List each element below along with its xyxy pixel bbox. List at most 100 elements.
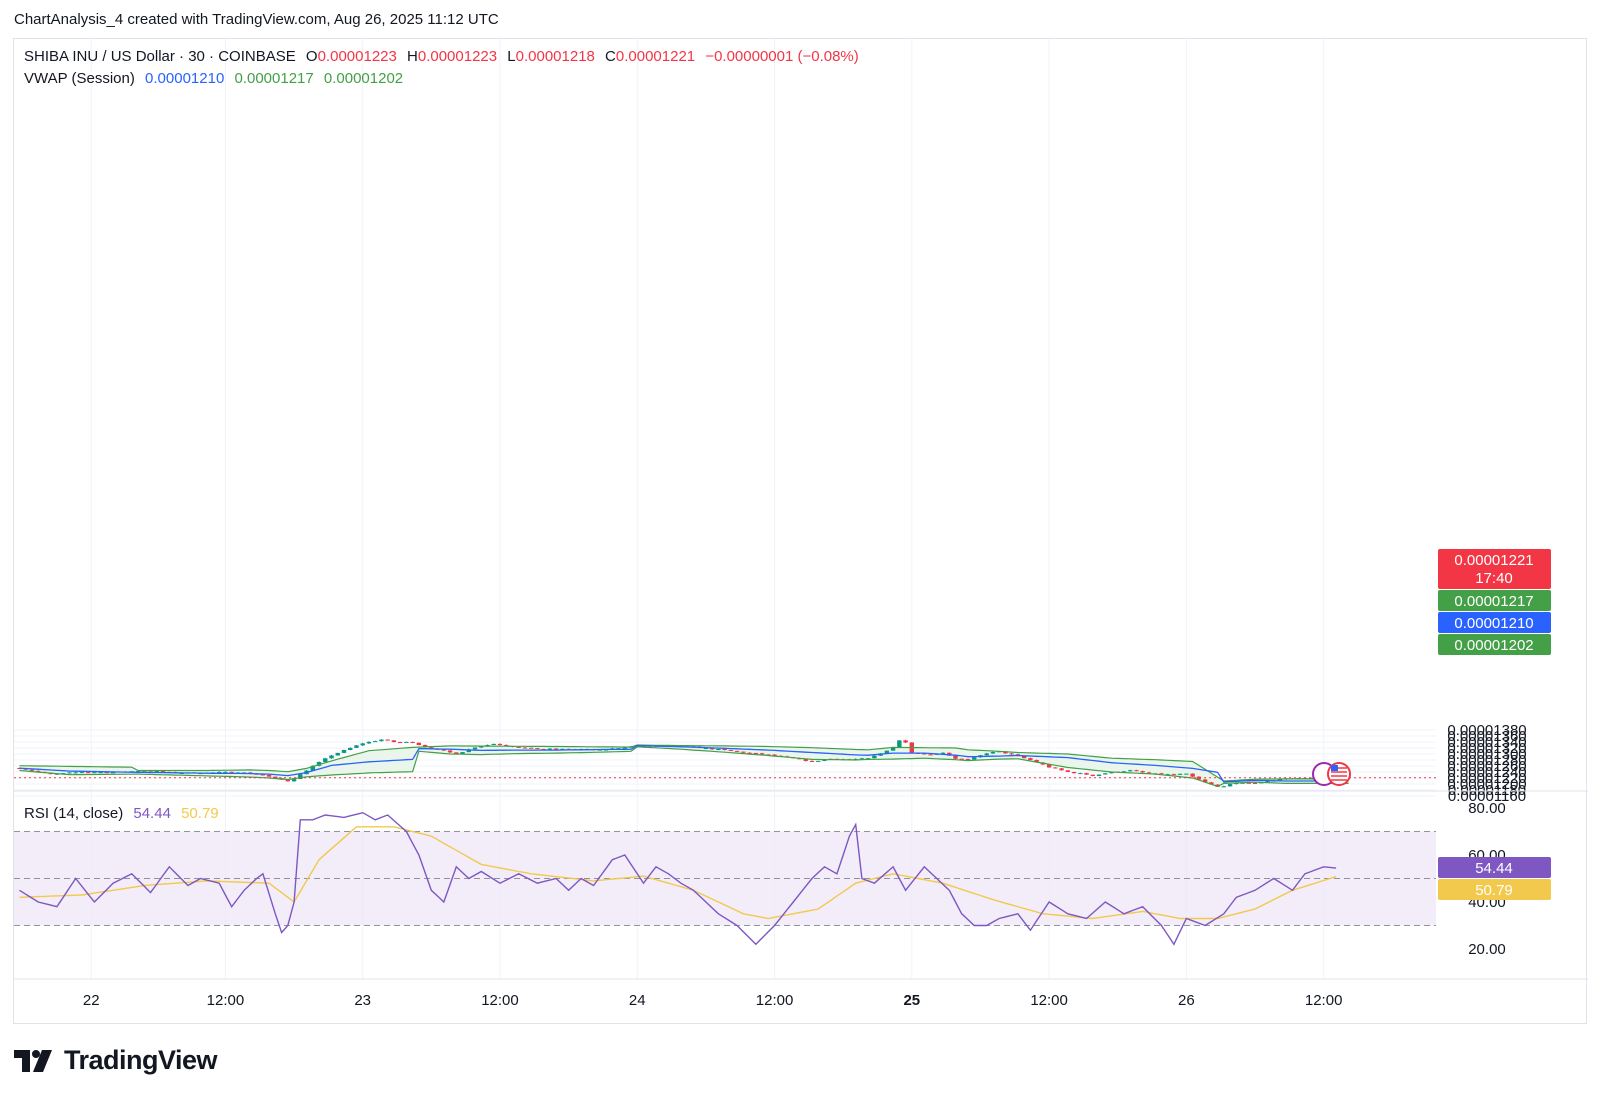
vwap-value: 0.00001210 [145,70,225,87]
candle-body [872,755,877,759]
candle-body [447,750,453,753]
price-legend: SHIBA INU / US Dollar · 30 · COINBASE O 0… [24,48,859,65]
candle-body [416,742,422,746]
rsi-ma-badge-bg [1438,879,1551,900]
candle-body [722,749,727,751]
candle-body [67,772,72,774]
candle-body [404,741,409,743]
candle-body [429,747,434,749]
candle-body [734,750,740,752]
candle-body [759,753,765,755]
high-label: H [407,48,418,65]
candle-body [1221,786,1227,788]
candle-body [1134,770,1139,772]
candle-body [803,759,808,761]
candle-body [154,771,159,773]
candle-body [897,740,902,748]
high-value: 0.00001223 [417,48,498,65]
rsi-badge[interactable]: 54.44 [1438,857,1551,878]
vwap-lower-badge[interactable]: 0.00001202 [1438,634,1551,655]
low-label: L [507,48,516,65]
candle-body [865,758,871,760]
vwap-upper-badge[interactable]: 0.00001217 [1438,590,1551,611]
vwap-upper-badge-bg [1438,590,1551,611]
economic-event-icon[interactable] [1312,762,1351,786]
rsi-tick-label: 20.00 [1468,941,1506,958]
candle-body [441,749,447,751]
candle-body [397,742,403,744]
candle-body [703,747,709,749]
candle-body [1034,759,1039,763]
symbol-title[interactable]: SHIBA INU / US Dollar · 30 · COINBASE [24,48,296,65]
candle-body [1046,764,1052,768]
candle-body [148,770,153,772]
candle-body [1246,782,1251,784]
open-label: O [305,48,318,65]
candle-body [73,772,78,774]
candle-body [266,775,272,777]
candle-body [460,752,465,755]
candle-body [1078,773,1083,775]
candle-body [528,747,534,749]
rsi-line [19,811,1337,946]
candle-body [454,752,459,755]
candle-body [822,759,827,761]
candle-body [29,769,35,771]
rsi-ma-line [19,826,1337,920]
y-tick-label: 0.00001340 [1447,734,1526,751]
vwap-label[interactable]: VWAP (Session) [24,70,135,87]
candle-body [1146,772,1152,774]
candle-body [385,739,390,741]
candle-body [1103,773,1108,775]
candle-body [547,748,553,750]
candle-body [990,752,996,754]
y-tick-label: 0.00001300 [1447,746,1526,763]
candle-body [98,772,103,774]
rsi-ma-badge[interactable]: 50.79 [1438,879,1551,900]
vwap-lower-badge-bg [1438,634,1551,655]
candle-body [1252,783,1258,785]
candle-body [984,753,989,756]
candle-body [260,774,266,776]
candle-body [1096,774,1102,776]
x-tick-label: 25 [903,992,920,1009]
y-tick-label: 0.00001240 [1447,764,1526,781]
axes: 0.000011600.000011800.000012000.00001220… [14,722,1588,1009]
candle-body [1003,751,1008,754]
change-value: −0.00000001 (−0.08%) [705,48,859,65]
candle-body [54,773,60,775]
candle-body [142,770,147,772]
candle-body [1121,771,1127,773]
vwap-badge[interactable]: 0.00001210 [1438,612,1551,633]
candle-body [1240,782,1245,784]
rsi-badge-text: 54.44 [1475,860,1513,877]
candle-body [1021,756,1027,759]
candle-body [1128,770,1133,772]
y-tick-label: 0.00001220 [1447,770,1526,787]
candle-body [1184,773,1189,775]
last-price-badge-text: 0.00001221 [1454,552,1533,569]
candle-body [1308,777,1314,779]
y-tick-label: 0.00001160 [1448,788,1526,805]
candle-body [1165,774,1170,776]
candle-body [622,747,627,749]
chart-canvas[interactable]: 0.000011600.000011800.000012000.00001220… [14,39,1588,1025]
x-tick-label: 24 [629,992,646,1009]
candle-body [135,771,141,773]
y-tick-label: 0.00001320 [1447,740,1526,757]
chart-caption: ChartAnalysis_4 created with TradingView… [14,11,499,28]
candle-body [298,774,303,780]
candle-body [1215,784,1220,787]
candle-body [335,752,340,756]
vwap-legend: VWAP (Session) 0.00001210 0.00001217 0.0… [24,70,403,87]
vwap-upper-value: 0.00001217 [234,70,314,87]
candle-body [753,752,759,754]
candle-body [1190,773,1195,777]
rsi-legend: RSI (14, close) 54.44 50.79 [24,805,219,822]
candle-body [1059,768,1064,771]
candle-body [316,761,322,766]
candle-body [341,749,347,753]
rsi-label[interactable]: RSI (14, close) [24,805,124,822]
chart-frame: 0.00001160 0.00001180 0.00001200 0.00001220… [13,38,1588,1025]
